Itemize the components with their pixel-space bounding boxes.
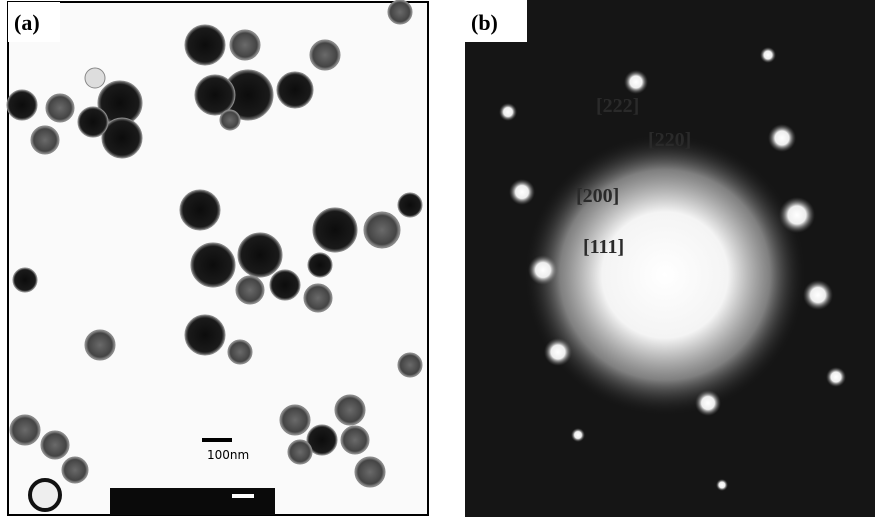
page: (a) 100nm (b) [222] [220] [200] [11 xyxy=(0,0,875,517)
figure: (a) 100nm (b) [222] [220] [200] [11 xyxy=(0,0,875,517)
scale-label: 100nm xyxy=(207,448,249,462)
miller-index: [220] xyxy=(648,129,691,151)
panel-label: (b) xyxy=(471,10,498,35)
panel-a: (a) 100nm xyxy=(7,0,428,515)
central-beam xyxy=(525,135,805,415)
panel-label: (a) xyxy=(14,10,40,35)
miller-index: [200] xyxy=(576,185,619,207)
miller-index: [111] xyxy=(583,236,624,258)
info-bar xyxy=(110,488,275,515)
miller-index: [222] xyxy=(596,95,639,117)
panel-b: (b) [222] [220] [200] [111] xyxy=(465,0,875,517)
info-bar-mark xyxy=(232,494,254,498)
